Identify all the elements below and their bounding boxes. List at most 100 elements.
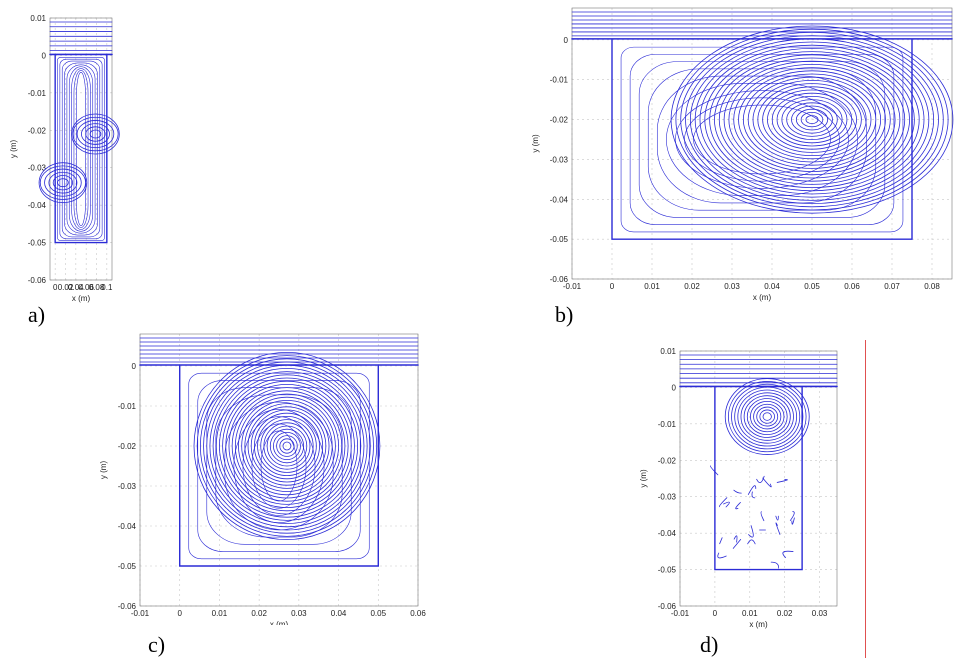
vortex-streamline: [81, 123, 110, 145]
circulation-streamline: [666, 83, 858, 196]
vortex-streamline: [269, 428, 305, 464]
vortex-streamline: [724, 378, 810, 455]
vortex-streamline: [212, 371, 362, 521]
streamlines: [139, 337, 419, 567]
y-tick-label: 0: [564, 36, 569, 45]
turbulent-streamline: [719, 537, 723, 545]
x-tick-label: 0.04: [331, 609, 347, 618]
vortex-streamline: [193, 352, 381, 540]
x-tick-label: 0.04: [68, 283, 84, 292]
circulation-streamline: [251, 423, 307, 509]
y-tick-label: -0.01: [118, 402, 137, 411]
x-tick-label: 0.07: [884, 282, 900, 291]
turbulent-streamline: [751, 491, 756, 499]
circulation-streamline: [206, 387, 352, 545]
circulation-streamline: [656, 75, 868, 204]
vortex-streamline: [266, 425, 308, 467]
turbulent-streamline: [776, 479, 788, 483]
x-tick-label: 0: [177, 609, 182, 618]
vortex-streamline: [38, 162, 88, 204]
vortex-streamline: [791, 105, 833, 134]
turbulent-streamline: [782, 550, 794, 558]
vortex-streamline: [244, 403, 330, 489]
vortex-streamline: [89, 129, 102, 139]
y-axis-label: y (m): [639, 469, 648, 488]
vortex-streamline: [689, 38, 935, 201]
turbulent-streamline: [723, 501, 730, 508]
turbulent-streamline: [762, 477, 772, 488]
x-axis-label: x (m): [749, 620, 768, 629]
turbulent-streamline: [760, 511, 765, 522]
turbulent-streamline: [747, 485, 757, 495]
vortex-streamline: [762, 412, 772, 421]
vortex-streamline: [48, 171, 78, 194]
y-tick-label: -0.03: [658, 493, 677, 502]
cavity-wall: [54, 54, 108, 244]
plot-frame: [49, 17, 113, 281]
circulation-streamline: [638, 61, 886, 218]
circulation-streamline: [260, 430, 298, 502]
circulation-streamline: [233, 409, 325, 523]
y-tick-label: -0.03: [118, 482, 137, 491]
panel-label-b: b): [555, 302, 574, 327]
chart-panel-b: -0.01 0 0.01 0.02 0.03 0.04 0.05 0.06 0.07 0.08 0 -…: [520, 0, 959, 310]
y-tick-label: -0.01: [658, 420, 677, 429]
circulation-streamline: [215, 394, 343, 538]
vortex-streamline: [776, 95, 848, 144]
circulation-streamline: [73, 70, 89, 228]
circulation-streamline: [675, 90, 849, 189]
circulation-streamline: [66, 64, 96, 234]
vortex-streamline: [742, 73, 882, 166]
vortex-streamline: [795, 108, 829, 131]
x-axis-label: x (m): [753, 293, 772, 302]
vortex-streamline: [203, 361, 371, 531]
x-tick-label: 0.06: [844, 282, 860, 291]
x-tick-label: 0.02: [684, 282, 700, 291]
x-tick-label: 0.04: [764, 282, 780, 291]
x-tick-label: 0.03: [291, 609, 307, 618]
turbulent-streamline: [748, 525, 754, 538]
y-tick-label: -0.06: [118, 602, 137, 611]
vortex-streamline: [199, 358, 374, 534]
turbulent-streamline: [791, 517, 795, 525]
vortex-streamline: [737, 389, 798, 444]
vortex-streamline: [753, 403, 782, 430]
circulation-streamline: [57, 57, 105, 241]
turbulent-streamline: [709, 465, 719, 476]
vortex-streamline: [786, 102, 838, 137]
turbulent-streamline: [732, 539, 742, 549]
y-tick-label: 0.01: [660, 347, 676, 356]
turbulent-streamline: [775, 515, 779, 521]
vortex-streamline: [727, 381, 807, 453]
vortex-streamline: [759, 409, 775, 424]
vortex-streamline: [238, 396, 336, 496]
vortex-streamline: [767, 89, 857, 150]
y-tick-label: -0.02: [28, 126, 47, 135]
y-tick-label: -0.04: [118, 522, 137, 531]
circulation-streamline: [629, 54, 895, 225]
turbulent-streamline: [770, 561, 780, 569]
vortex-streamline: [699, 44, 925, 195]
x-tick-label: 0.02: [251, 609, 267, 618]
vortex-streamline: [52, 175, 74, 191]
turbulent-streamline: [775, 522, 781, 535]
vortex-streamline: [756, 406, 779, 427]
vortex-streamline: [196, 355, 378, 537]
cavity-wall: [611, 39, 913, 240]
turbulent-streamline: [718, 497, 728, 508]
vortex-streamline: [253, 412, 320, 480]
x-tick-label: -0.01: [671, 609, 690, 618]
circulation-streamline: [71, 68, 91, 230]
x-tick-label: 0.03: [812, 609, 828, 618]
x-tick-label: 0.02: [58, 283, 74, 292]
vortex-streamline: [714, 54, 910, 185]
y-tick-label: -0.05: [550, 235, 569, 244]
y-tick-label: -0.03: [28, 164, 47, 173]
chart-d-svg: -0.01 0 0.01 0.02 0.03 0.01 0 -0.01 -0.02 -0.03 -0…: [639, 347, 838, 629]
vortex-streamline: [762, 86, 862, 153]
y-tick-label: -0.04: [28, 201, 47, 210]
turbulent-streamline: [756, 475, 765, 484]
y-tick-label: 0.01: [30, 14, 46, 23]
vortex-streamline: [746, 398, 788, 436]
vortex-streamline: [752, 79, 872, 160]
